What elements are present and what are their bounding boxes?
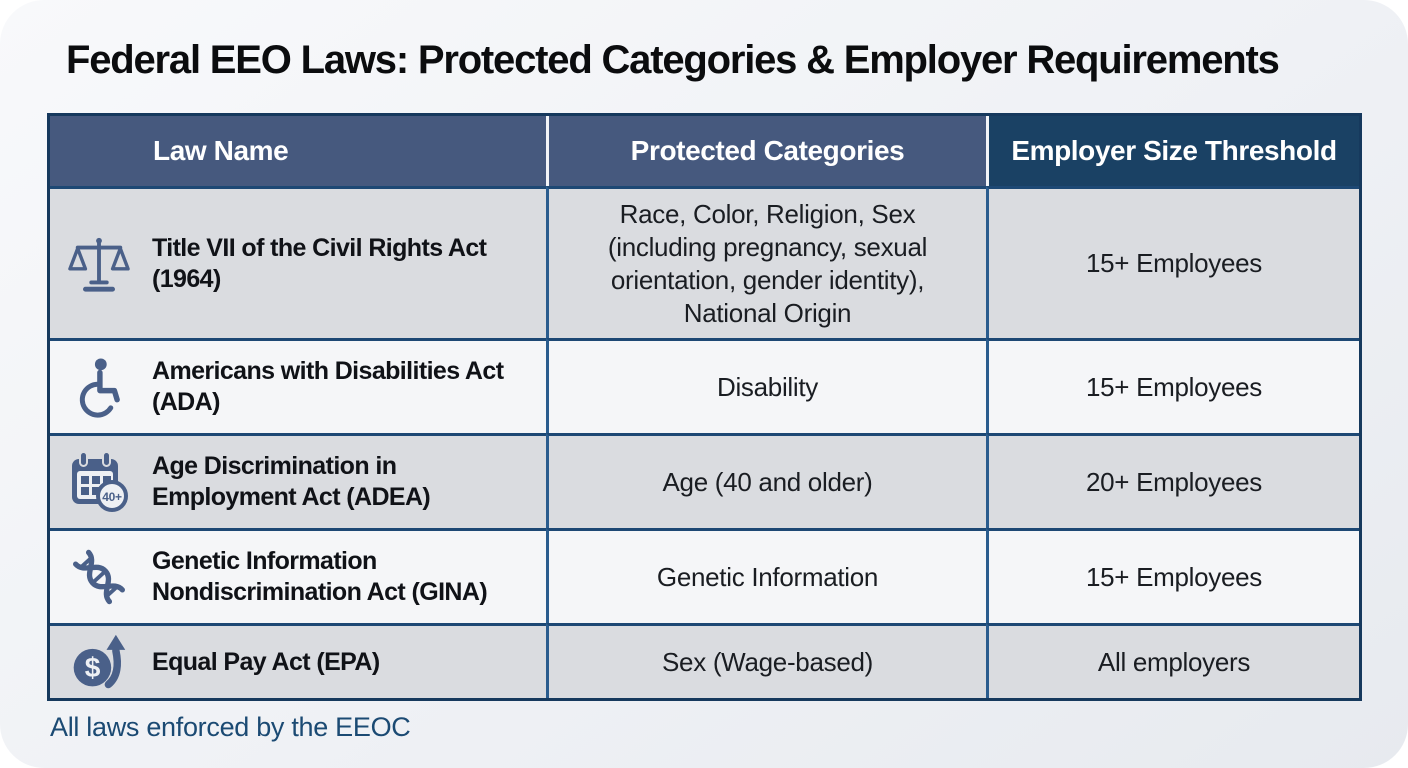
employer-threshold-cell: 15+ Employees <box>986 186 1359 338</box>
law-name: Title VII of the Civil Rights Act (1964) <box>152 233 487 293</box>
calendar-badge-text: 40+ <box>102 490 122 504</box>
table-row-gina-law-cell: Genetic Information Nondiscrimination Ac… <box>50 528 546 623</box>
eeo-laws-table: Law Name Protected Categories Employer S… <box>47 113 1362 701</box>
dollar-arrow-icon: $ <box>66 632 132 692</box>
column-header-protected-categories: Protected Categories <box>546 116 986 186</box>
dollar-symbol-text: $ <box>85 652 101 683</box>
employer-threshold-cell: 20+ Employees <box>986 433 1359 528</box>
column-header-law-name: Law Name <box>50 116 546 186</box>
employer-threshold-cell: 15+ Employees <box>986 528 1359 623</box>
table-row-adea-law-cell: 40+ Age Discrimination in Employment Act… <box>50 433 546 528</box>
dna-icon <box>66 546 132 608</box>
law-name: Genetic Information Nondiscrimination Ac… <box>152 547 488 606</box>
footer-note: All laws enforced by the EEOC <box>50 712 411 742</box>
calendar-40plus-icon: 40+ <box>66 450 132 514</box>
table-row-epa-law-cell: $ Equal Pay Act (EPA) <box>50 623 546 698</box>
protected-categories-cell: Sex (Wage-based) <box>546 623 986 698</box>
law-name: Age Discrimination in Employment Act (AD… <box>152 452 431 511</box>
table-row-title-vii-law-cell: Title VII of the Civil Rights Act (1964) <box>50 186 546 338</box>
table-row-ada-law-cell: Americans with Disabilities Act (ADA) <box>50 338 546 433</box>
scales-icon <box>66 234 132 294</box>
law-name: Americans with Disabilities Act (ADA) <box>152 357 504 416</box>
law-name: Equal Pay Act (EPA) <box>152 647 380 676</box>
protected-categories-cell: Race, Color, Religion, Sex (including pr… <box>546 186 986 338</box>
employer-threshold-cell: 15+ Employees <box>986 338 1359 433</box>
employer-threshold-cell: All employers <box>986 623 1359 698</box>
page-title: Federal EEO Laws: Protected Categories &… <box>66 38 1280 82</box>
wheelchair-icon <box>66 356 132 418</box>
protected-categories-cell: Genetic Information <box>546 528 986 623</box>
protected-categories-cell: Disability <box>546 338 986 433</box>
protected-categories-cell: Age (40 and older) <box>546 433 986 528</box>
column-header-employer-size-threshold: Employer Size Threshold <box>986 116 1359 186</box>
